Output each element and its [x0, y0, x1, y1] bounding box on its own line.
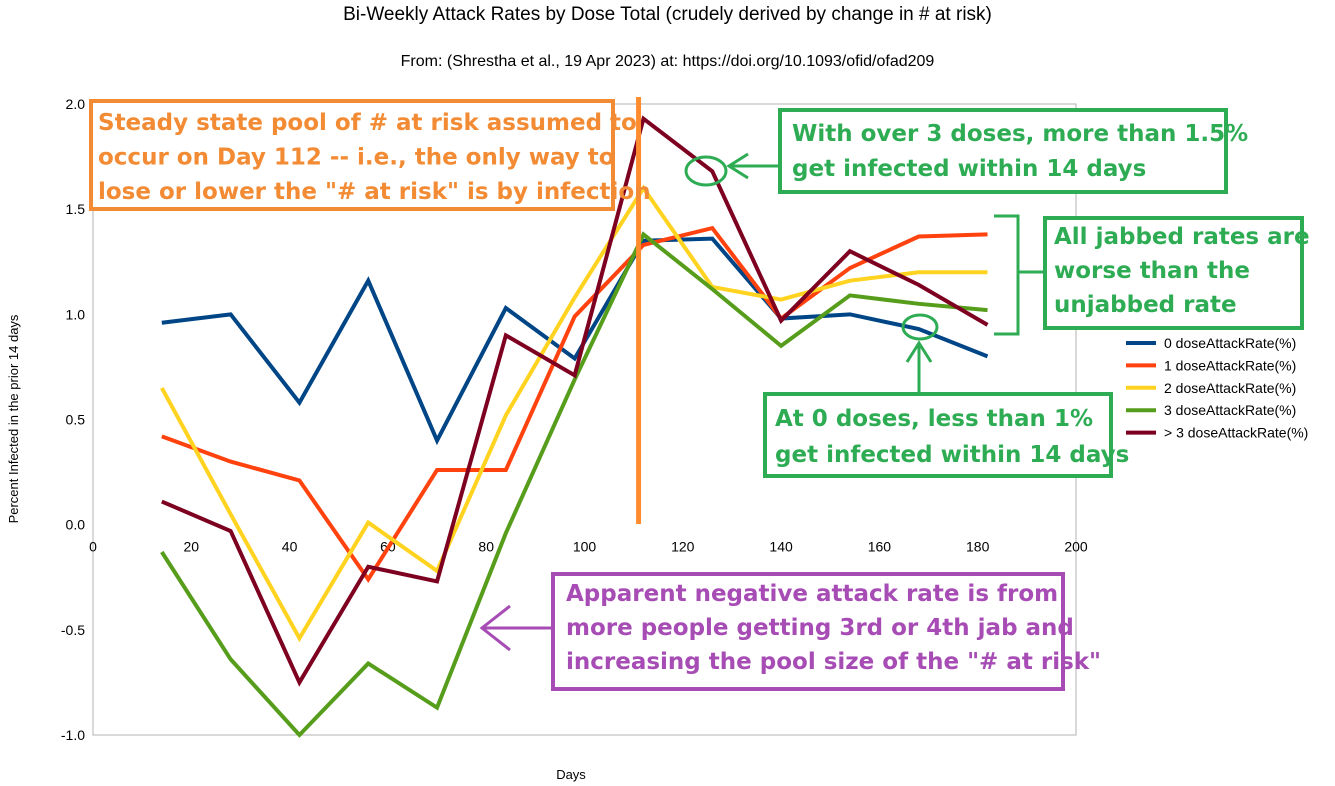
x-tick-label: 120	[671, 539, 695, 555]
y-tick-label: 1.5	[66, 201, 86, 217]
series-line-1	[161, 225, 988, 583]
annotation-text-zero: At 0 doses, less than 1%	[775, 406, 1093, 432]
annotation-text-negative: increasing the pool size of the "# at ri…	[566, 649, 1101, 675]
y-tick-label: 0.0	[66, 517, 86, 533]
y-tick-label: 2.0	[66, 96, 86, 112]
y-tick-label: -0.5	[61, 622, 85, 638]
x-tick-label: 20	[184, 539, 200, 555]
x-tick-label: 180	[966, 539, 990, 555]
chart-title: Bi-Weekly Attack Rates by Dose Total (cr…	[343, 4, 992, 25]
arrow-head	[479, 604, 511, 652]
annotation-box-jabbed	[1043, 216, 1304, 330]
annotation-box-over3	[778, 108, 1228, 194]
bracket	[994, 214, 1020, 336]
arrow-head	[726, 152, 749, 180]
x-tick-label: 200	[1064, 539, 1088, 555]
x-tick-label: 100	[573, 539, 597, 555]
annotation-text-zero: get infected within 14 days	[775, 442, 1129, 468]
series-line-3	[160, 231, 988, 738]
y-tick-label: 0.5	[66, 412, 86, 428]
legend-label: 2 doseAttackRate(%)	[1164, 380, 1296, 396]
series-line-4	[161, 115, 989, 687]
annotation-text-steady: Steady state pool of # at risk assumed t…	[98, 110, 637, 136]
x-tick-label: 40	[282, 539, 298, 555]
annotation-text-over3: With over 3 doses, more than 1.5%	[792, 121, 1248, 147]
legend-label: 3 doseAttackRate(%)	[1164, 402, 1296, 418]
x-tick-label: 80	[478, 539, 494, 555]
chart-subtitle: From: (Shrestha et al., 19 Apr 2023) at:…	[400, 53, 935, 70]
legend-label: 1 doseAttackRate(%)	[1164, 357, 1296, 373]
annotation-text-jabbed: All jabbed rates are	[1054, 224, 1310, 250]
x-tick-label: 160	[868, 539, 892, 555]
annotation-box-zero	[763, 392, 1113, 478]
highlight-ellipse	[684, 155, 728, 187]
annotation-text-negative: more people getting 3rd or 4th jab and	[566, 615, 1074, 641]
annotation-text-steady: occur on Day 112 -- i.e., the only way t…	[98, 145, 615, 171]
legend-label: > 3 doseAttackRate(%)	[1164, 425, 1308, 441]
series-line-2	[160, 184, 988, 643]
annotation-text-negative: Apparent negative attack rate is from	[566, 581, 1058, 607]
x-tick-label: 140	[769, 539, 793, 555]
annotation-text-over3: get infected within 14 days	[792, 156, 1146, 182]
arrow-head	[905, 340, 933, 363]
series-line-0	[161, 236, 989, 446]
x-tick-label: 0	[89, 539, 97, 555]
highlight-ellipse	[901, 313, 939, 341]
annotation-box-steady	[89, 99, 615, 211]
annotation-box-negative	[551, 572, 1065, 691]
y-axis-title: Percent Infected in the prior 14 days	[6, 314, 21, 523]
y-tick-label: 1.0	[66, 306, 86, 322]
annotation-text-jabbed: worse than the	[1054, 258, 1250, 284]
y-tick-label: -1.0	[61, 727, 85, 743]
annotation-text-jabbed: unjabbed rate	[1054, 292, 1237, 318]
annotation-text-steady: lose or lower the "# at risk" is by infe…	[98, 179, 651, 205]
x-axis-title: Days	[556, 767, 586, 782]
legend-label: 0 doseAttackRate(%)	[1164, 335, 1296, 351]
